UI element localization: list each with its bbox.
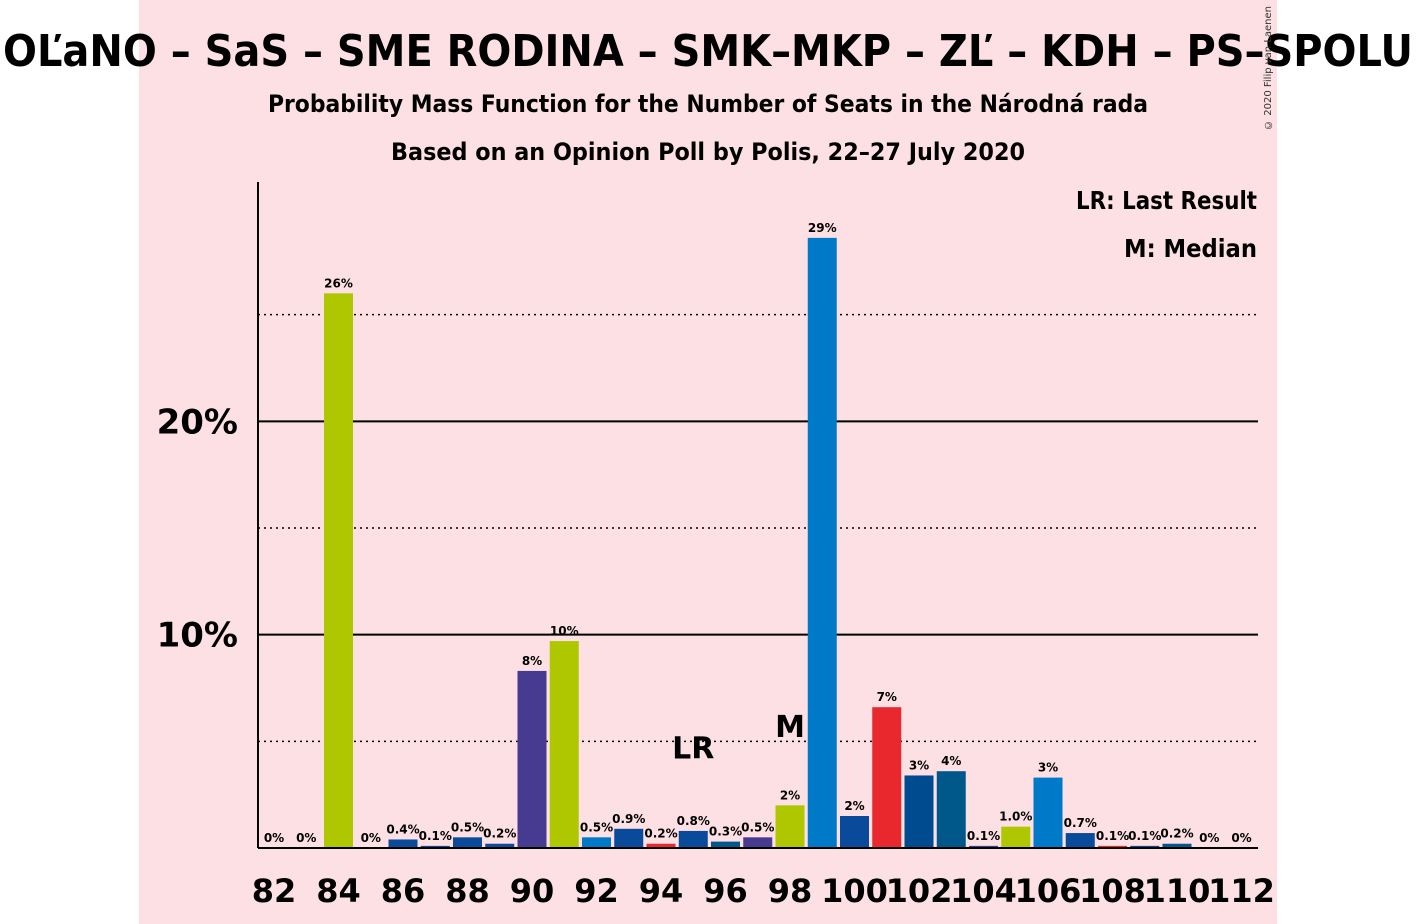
x-tick-label: 108 bbox=[1079, 872, 1146, 910]
bar bbox=[1098, 845, 1127, 848]
bar-value-label: 0.5% bbox=[451, 820, 484, 834]
x-tick-label: 88 bbox=[445, 872, 490, 910]
bar-value-label: 0.7% bbox=[1064, 816, 1097, 830]
bar bbox=[1001, 826, 1031, 848]
bar bbox=[904, 775, 934, 848]
x-tick-label: 98 bbox=[768, 872, 813, 910]
grid-lines bbox=[258, 313, 1258, 743]
bar bbox=[840, 816, 869, 848]
x-tick-label: 102 bbox=[886, 872, 953, 910]
bar-value-label: 8% bbox=[522, 654, 542, 668]
x-tick-label: 82 bbox=[252, 872, 297, 910]
bar bbox=[807, 237, 837, 848]
bar bbox=[711, 841, 740, 848]
bar bbox=[872, 707, 902, 848]
y-tick-label: 10% bbox=[157, 616, 238, 656]
bar-value-label: 0.2% bbox=[1160, 827, 1193, 841]
markers: LR M bbox=[672, 710, 805, 766]
bar-value-label: 0.2% bbox=[644, 827, 677, 841]
bar-value-label: 0.3% bbox=[709, 825, 742, 839]
x-tick-label: 110 bbox=[1144, 872, 1211, 910]
bar bbox=[1065, 833, 1095, 848]
y-tick-labels: 10% 20% bbox=[157, 402, 238, 655]
x-tick-label: 104 bbox=[950, 872, 1017, 910]
bar bbox=[549, 641, 579, 848]
bar bbox=[1162, 843, 1192, 848]
x-tick-label: 90 bbox=[510, 872, 555, 910]
bar bbox=[388, 839, 418, 848]
x-tick-label: 112 bbox=[1208, 872, 1275, 910]
bar-value-label: 0% bbox=[361, 831, 381, 845]
bar-value-label: 0.9% bbox=[612, 812, 645, 826]
x-tick-label: 100 bbox=[821, 872, 888, 910]
bar-value-labels: 0% 0%26%0%0.4%0.1%0.5%0.2%8%10%0.5%0.9%0.… bbox=[264, 221, 1252, 845]
bar-value-label: 0% bbox=[1199, 831, 1219, 845]
bar-value-label: 0% bbox=[1231, 831, 1251, 845]
bar-value-label: 0.1% bbox=[967, 829, 1000, 843]
bars bbox=[324, 237, 1192, 848]
x-tick-label: 94 bbox=[639, 872, 684, 910]
chart-subtitle: Probability Mass Function for the Number… bbox=[268, 90, 1148, 118]
marker-label: M bbox=[775, 710, 805, 745]
legend-last-result: LR: Last Result bbox=[1076, 186, 1257, 215]
bar-value-label: 0.4% bbox=[386, 822, 419, 836]
bar-value-label: 7% bbox=[877, 690, 897, 704]
bar-value-label: 2% bbox=[844, 799, 864, 813]
y-tick-label: 20% bbox=[157, 402, 238, 442]
copyright-notice: © 2020 Filip van Laenen bbox=[1263, 6, 1274, 130]
bar bbox=[614, 828, 644, 848]
bar-value-label: 0.5% bbox=[741, 820, 774, 834]
bar bbox=[1033, 777, 1063, 848]
bar bbox=[517, 670, 547, 848]
bar bbox=[678, 830, 708, 848]
bar-value-label: 0.1% bbox=[419, 829, 452, 843]
bar bbox=[775, 805, 805, 848]
bar bbox=[646, 843, 676, 848]
bar-value-label: 0.5% bbox=[580, 820, 613, 834]
x-tick-label: 84 bbox=[316, 872, 361, 910]
bar-value-label: 0% bbox=[296, 831, 316, 845]
bar bbox=[453, 837, 482, 848]
bar-value-label: 29% bbox=[808, 221, 837, 235]
x-tick-label: 92 bbox=[574, 872, 619, 910]
legend-median: M: Median bbox=[1124, 234, 1257, 263]
bar-value-label: 0.2% bbox=[483, 827, 516, 841]
bar bbox=[936, 771, 966, 848]
bar bbox=[743, 837, 773, 848]
bar-value-label: 3% bbox=[909, 758, 929, 772]
bar bbox=[324, 293, 353, 848]
bar-value-label: 0.1% bbox=[1128, 829, 1161, 843]
bar-value-label: 0.8% bbox=[677, 814, 710, 828]
chart-subtitle-2: Based on an Opinion Poll by Polis, 22–27… bbox=[391, 138, 1025, 166]
bar-value-label: 3% bbox=[1038, 761, 1058, 775]
bar bbox=[485, 843, 515, 848]
bar bbox=[969, 845, 998, 848]
x-tick-label: 106 bbox=[1015, 872, 1082, 910]
x-tick-label: 86 bbox=[381, 872, 426, 910]
marker-label: LR bbox=[672, 731, 714, 766]
bar-value-label: 4% bbox=[941, 754, 961, 768]
chart-title: OĽaNO – SaS – SME RODINA – SMK–MKP – ZĽ … bbox=[3, 26, 1413, 77]
bar-value-label: 10% bbox=[550, 624, 579, 638]
bar-value-label: 2% bbox=[780, 788, 800, 802]
bar bbox=[1130, 845, 1160, 848]
bar bbox=[420, 845, 450, 848]
bar-value-label: 0.1% bbox=[1096, 829, 1129, 843]
bar-value-label: 0% bbox=[264, 831, 284, 845]
bar-value-label: 26% bbox=[324, 276, 353, 290]
bar bbox=[582, 837, 611, 848]
bar-value-label: 1.0% bbox=[999, 810, 1032, 824]
x-tick-label: 96 bbox=[703, 872, 748, 910]
